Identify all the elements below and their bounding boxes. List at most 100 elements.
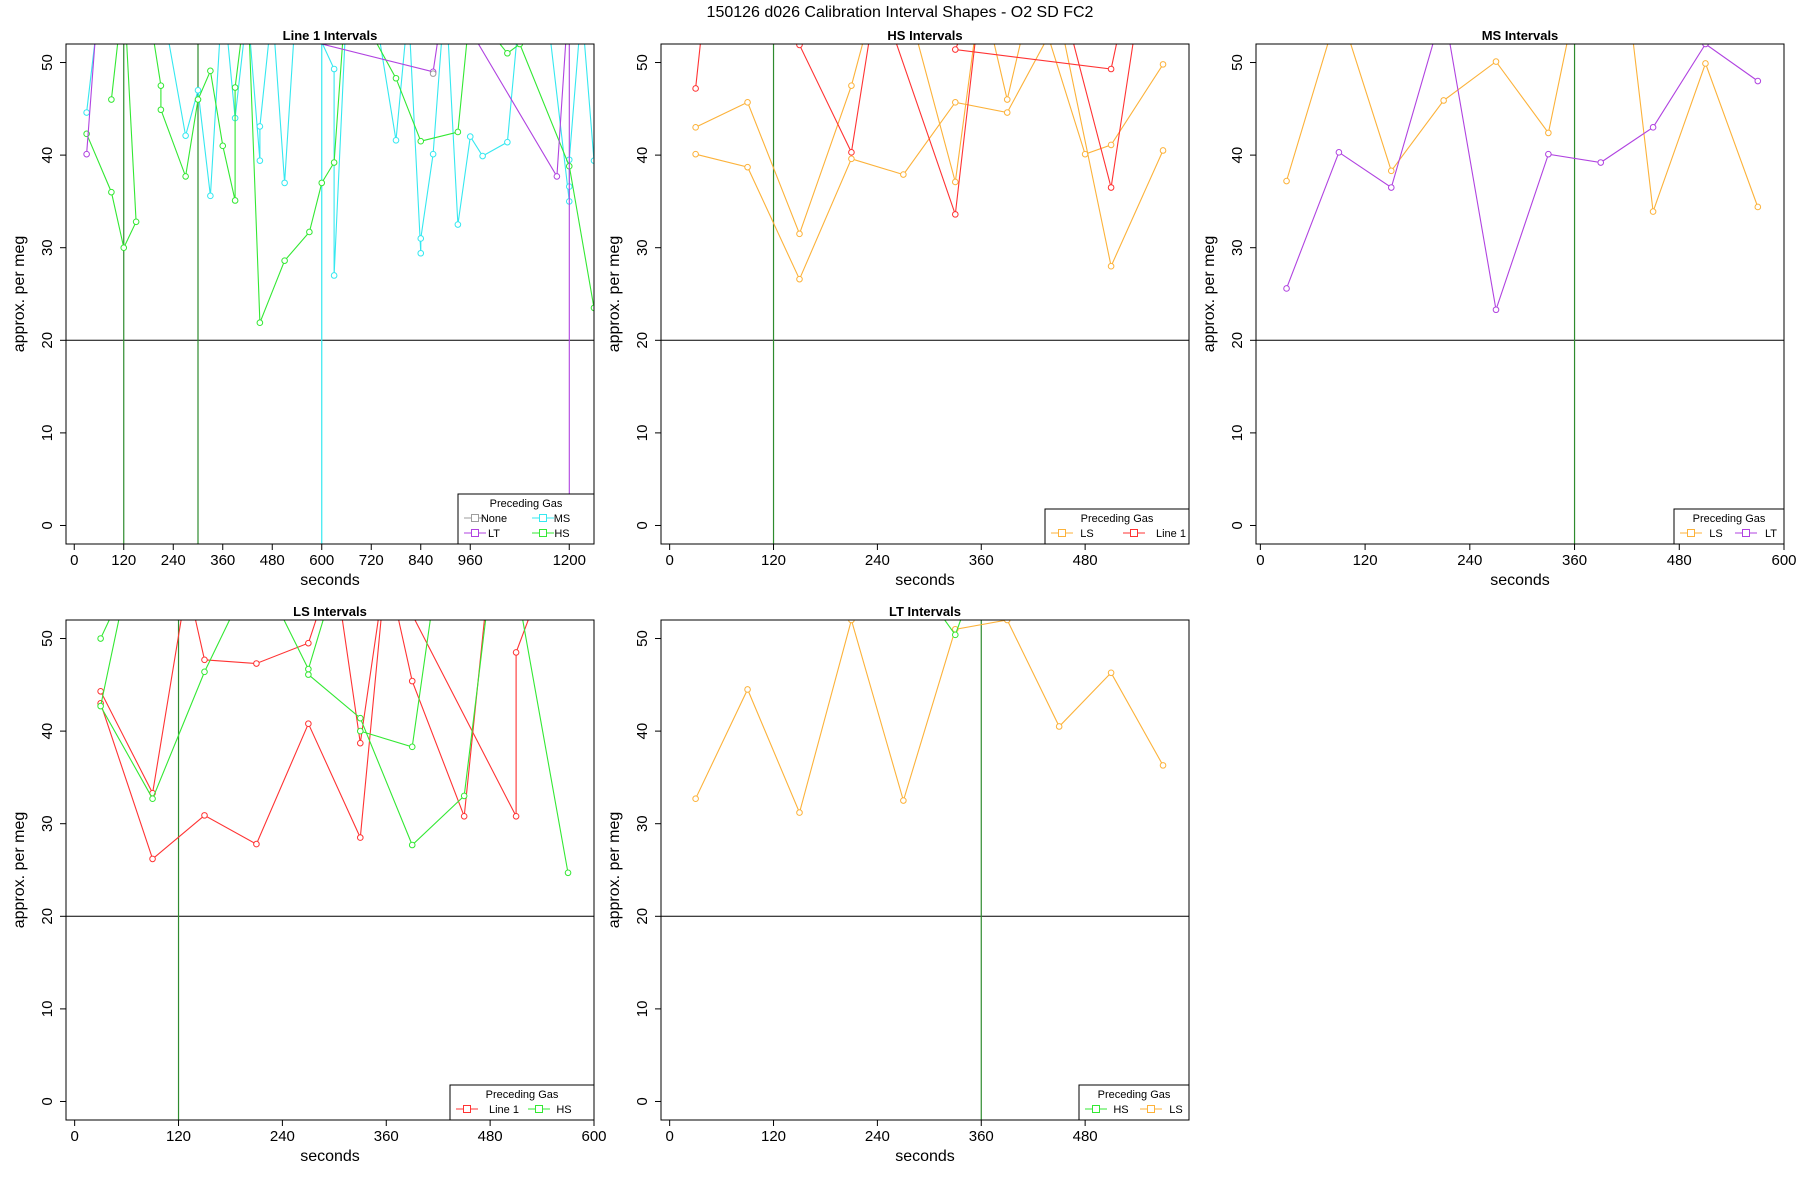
series-line xyxy=(100,620,529,860)
data-point xyxy=(124,580,130,586)
data-point xyxy=(1335,149,1343,156)
y-axis-label: approx. per meg xyxy=(11,812,28,929)
data-point xyxy=(951,178,959,186)
data-point xyxy=(435,562,441,568)
panel-hs-intervals: HS Intervals 0 120 240 360 480 seconds 0 10 20 30 4… xyxy=(606,28,1190,589)
data-point xyxy=(744,163,751,171)
data-point xyxy=(1107,669,1115,677)
data-point xyxy=(1492,58,1500,65)
legend-box xyxy=(449,1084,595,1121)
legend-swatch-marker xyxy=(463,1105,471,1113)
series-hs xyxy=(83,4,594,327)
data-point xyxy=(157,106,165,114)
x-axis-label: seconds xyxy=(895,1148,955,1165)
panel-title: Line 1 Intervals xyxy=(283,28,378,43)
legend-entry-hs: HS xyxy=(1085,1104,1129,1116)
legend-title: Preceding Gas xyxy=(486,1089,559,1101)
legend-label: MS xyxy=(554,513,571,525)
data-point xyxy=(256,123,264,130)
data-point xyxy=(97,687,104,695)
data-point xyxy=(356,714,364,722)
data-point xyxy=(513,580,519,586)
y-tick-label: 0 xyxy=(39,521,56,529)
x-tick-label: 360 xyxy=(210,552,235,569)
y-tick-label: 40 xyxy=(39,147,56,164)
data-point xyxy=(305,665,312,673)
legend-swatch-marker xyxy=(535,1105,543,1113)
series-hs xyxy=(943,608,967,639)
data-point xyxy=(460,812,468,820)
x-axis-label: seconds xyxy=(300,1148,360,1165)
y-tick-label: 10 xyxy=(1229,425,1246,442)
data-point xyxy=(1649,208,1657,215)
data-point xyxy=(96,4,102,10)
data-point xyxy=(305,639,312,647)
x-tick-label: 480 xyxy=(1073,552,1098,569)
data-point xyxy=(961,608,967,614)
data-point xyxy=(392,136,400,144)
data-point xyxy=(83,150,90,158)
legend-entry-lt: LT xyxy=(1735,528,1777,540)
data-point xyxy=(1107,262,1115,270)
x-tick-label: 600 xyxy=(309,552,334,569)
y-tick-label: 40 xyxy=(1229,147,1246,164)
x-axis: 0 120 240 360 480 seconds xyxy=(665,543,1098,589)
data-point xyxy=(467,4,473,10)
y-tick-label: 20 xyxy=(634,908,651,925)
x-tick-label: 720 xyxy=(359,552,384,569)
data-point xyxy=(1754,77,1762,85)
x-tick-label: 480 xyxy=(260,552,285,569)
legend: Preceding Gas None MS LT HS xyxy=(457,493,595,545)
x-axis-label: seconds xyxy=(895,572,955,589)
data-point xyxy=(564,869,572,877)
data-point xyxy=(517,4,523,10)
data-point xyxy=(1702,60,1709,67)
legend-box xyxy=(457,493,595,545)
data-point xyxy=(512,649,520,656)
data-point xyxy=(149,795,156,803)
legend-swatch-marker xyxy=(539,514,547,522)
y-tick-label: 0 xyxy=(634,521,651,529)
data-point xyxy=(590,304,594,312)
x-tick-label: 360 xyxy=(374,1128,399,1145)
legend: Preceding Gas Line 1 HS xyxy=(449,1084,595,1121)
data-point xyxy=(120,244,128,252)
data-point xyxy=(417,249,425,257)
data-point xyxy=(194,86,202,94)
data-point xyxy=(253,660,260,667)
data-point xyxy=(1572,4,1578,10)
data-point xyxy=(479,152,486,160)
legend-swatch-marker xyxy=(539,529,547,537)
plot-frame xyxy=(660,43,1190,545)
figure-title: 150126 d026 Calibration Interval Shapes … xyxy=(707,4,1094,21)
y-tick-label: 10 xyxy=(39,425,56,442)
y-tick-label: 50 xyxy=(634,630,651,647)
legend-entry-lt: LT xyxy=(464,528,500,540)
series-hs xyxy=(97,580,324,803)
data-point xyxy=(512,812,520,820)
legend: Preceding Gas LS LT xyxy=(1673,508,1785,545)
data-point xyxy=(579,4,585,10)
data-point xyxy=(269,4,275,10)
series-line xyxy=(1285,44,1759,310)
data-point xyxy=(83,109,90,116)
y-axis-label: approx. per meg xyxy=(606,236,623,353)
data-point xyxy=(1754,203,1762,211)
legend-label: HS xyxy=(556,1104,571,1116)
data-point xyxy=(900,171,907,178)
data-point xyxy=(590,157,594,164)
panel-lt-intervals: LT Intervals 0 120 240 360 480 seconds 0 10 20 30 4… xyxy=(606,604,1190,1165)
data-point xyxy=(408,743,416,751)
y-axis: 0 10 20 30 40 50 approx. per meg xyxy=(606,630,662,1106)
data-point xyxy=(408,841,416,849)
data-point xyxy=(417,235,425,242)
data-point xyxy=(1336,4,1342,10)
x-tick-label: 480 xyxy=(1667,552,1692,569)
data-point xyxy=(744,99,751,106)
data-point xyxy=(1003,109,1011,116)
x-tick-label: 360 xyxy=(1562,552,1587,569)
legend-swatch-marker xyxy=(471,529,479,537)
x-tick-label: 120 xyxy=(111,552,136,569)
plot-area xyxy=(66,562,594,1120)
x-tick-label: 840 xyxy=(408,552,433,569)
